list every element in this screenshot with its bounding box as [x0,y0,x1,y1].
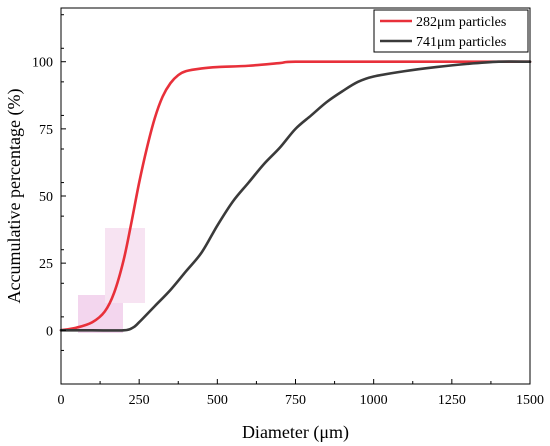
x-tick-label-250: 250 [129,393,150,408]
x-tick-label-1250: 1250 [438,393,466,408]
y-axis-title: Accumulative percentage (%) [4,89,25,304]
x-axis: 0 250 500 750 1000 1250 1500 [58,379,544,408]
x-tick-label-750: 750 [285,393,306,408]
y-tick-label-50: 50 [39,190,53,205]
x-tick-label-1000: 1000 [360,393,388,408]
y-axis: 0 25 50 75 100 [32,14,66,385]
x-tick-label-500: 500 [207,393,228,408]
series-line-282um [59,60,532,332]
legend-label-741: 741μm particles [416,35,506,50]
y-tick-label-75: 75 [39,123,53,138]
legend-box [373,9,529,53]
y-tick-label-0: 0 [46,324,53,339]
y-tick-label-25: 25 [39,257,53,272]
y-tick-label-100: 100 [32,56,53,71]
series-layer [59,60,532,332]
series-line-741um [59,60,532,332]
legend-label-282: 282μm particles [416,15,506,30]
x-tick-label-0: 0 [58,393,65,408]
x-tick-label-1500: 1500 [516,393,544,408]
overlay-band [78,228,145,333]
legend: 282μm particles 741μm particles [373,9,529,53]
x-axis-title: Diameter (μm) [242,422,349,443]
